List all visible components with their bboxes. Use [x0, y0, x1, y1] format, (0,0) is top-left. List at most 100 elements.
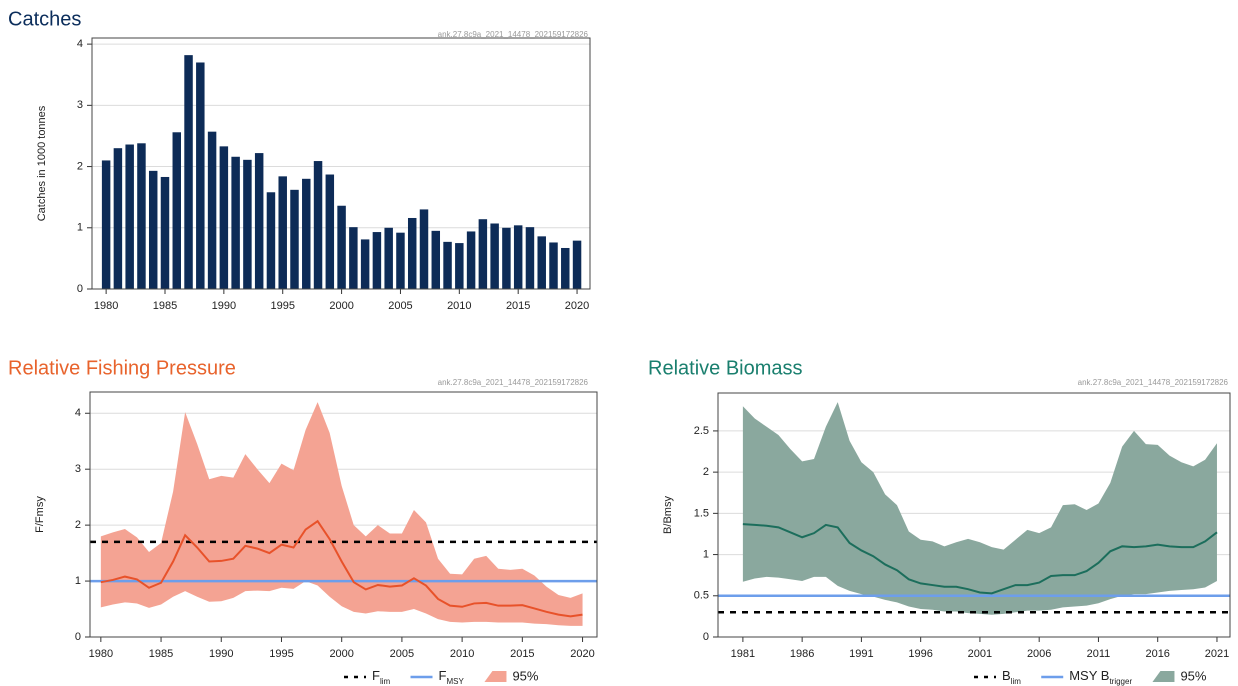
bar — [160, 176, 170, 289]
bar — [349, 227, 358, 289]
legend: Blim MSY Btrigger 95% — [974, 668, 1207, 686]
x-tick-label: 2005 — [390, 648, 414, 660]
legend-label-sub: lim — [380, 677, 391, 686]
plot-frame — [89, 391, 598, 638]
x-tick-label: 2005 — [388, 300, 412, 312]
legend-symbol — [1152, 671, 1175, 682]
x-tick-label: 2020 — [570, 648, 594, 660]
y-tick-label: 4 — [75, 407, 81, 419]
bar — [478, 219, 488, 289]
x-tick-label: 2020 — [565, 300, 589, 312]
y-tick-label: 0.5 — [694, 590, 709, 602]
x-tick-label: 2016 — [1145, 648, 1169, 660]
data-line — [100, 519, 583, 618]
bar — [184, 55, 193, 289]
bar — [407, 217, 417, 289]
y-tick-label: 2 — [77, 160, 83, 172]
chart-panel: Relative Biomass ank.27.8c9a_2021_14478_2… — [648, 357, 1231, 686]
x-tick-label: 1986 — [790, 648, 814, 660]
x-tick-label: 2015 — [510, 648, 534, 660]
x-tick-label: 1991 — [849, 648, 873, 660]
y-tick-label: 1 — [75, 575, 81, 587]
bar — [360, 239, 370, 289]
bar — [266, 192, 276, 289]
plot-frame — [91, 37, 591, 290]
x-tick-label: 2000 — [329, 648, 353, 660]
plot-frame — [717, 392, 1231, 638]
bar — [219, 146, 229, 289]
legend-symbol — [484, 671, 507, 682]
y-axis-label: B/Bmsy — [662, 496, 674, 534]
y-tick-label: 2 — [703, 466, 709, 478]
x-tick-label: 1985 — [153, 300, 177, 312]
bar — [101, 160, 111, 289]
x-tick-label: 2011 — [1087, 648, 1111, 660]
y-tick-label: 1.5 — [694, 507, 709, 519]
bar — [372, 232, 382, 289]
bar — [525, 227, 535, 289]
bar — [502, 227, 511, 289]
x-tick-label: 2015 — [506, 300, 530, 312]
chart-panel: Relative Fishing Pressure ank.27.8c9a_202… — [8, 357, 598, 686]
legend-label-sub: MSY — [446, 677, 464, 686]
x-tick-label: 1980 — [89, 648, 113, 660]
chart-title: Relative Fishing Pressure — [8, 357, 236, 379]
bar — [125, 144, 134, 289]
legend-label-main: F — [439, 668, 447, 683]
x-tick-label: 2000 — [329, 300, 353, 312]
bar — [172, 132, 182, 289]
x-tick-label: 1990 — [212, 300, 236, 312]
y-tick-label: 0 — [77, 283, 83, 295]
legend: Flim FMSY 95% — [344, 668, 539, 686]
bar — [443, 241, 452, 289]
y-axis-label: Catches in 1000 tonnes — [36, 105, 48, 221]
x-tick-label: 2010 — [450, 648, 474, 660]
bar — [396, 232, 405, 289]
x-tick-label: 2021 — [1205, 648, 1229, 660]
chart-panel: Catches ank.27.8c9a_2021_14478_2021591728… — [8, 8, 591, 312]
bar — [431, 230, 441, 289]
x-tick-label: 1996 — [908, 648, 932, 660]
bar — [254, 153, 264, 289]
legend-label-sub: lim — [1011, 677, 1022, 686]
y-tick-label: 2.5 — [694, 425, 709, 437]
bar — [243, 159, 252, 289]
bar — [278, 176, 287, 289]
legend-label: 95% — [512, 668, 538, 683]
bar — [513, 225, 523, 289]
legend-label: Flim — [372, 668, 391, 685]
legend-label-main: F — [372, 668, 380, 683]
chart-title: Relative Biomass — [648, 357, 803, 379]
bar — [302, 178, 311, 289]
bar — [490, 223, 499, 289]
chart-subtitle: ank.27.8c9a_2021_14478_202159172826 — [438, 378, 589, 387]
y-tick-label: 0 — [75, 631, 81, 643]
bar — [148, 170, 158, 289]
chart-subtitle: ank.27.8c9a_2021_14478_202159172826 — [1078, 378, 1229, 387]
x-tick-label: 2001 — [968, 648, 992, 660]
y-tick-label: 4 — [77, 38, 83, 50]
y-tick-label: 3 — [77, 99, 83, 111]
x-tick-label: 1990 — [209, 648, 233, 660]
bar — [207, 131, 217, 289]
bar — [384, 227, 393, 289]
bar — [313, 161, 323, 289]
bar — [466, 231, 476, 289]
x-tick-label: 2010 — [447, 300, 471, 312]
data-line — [742, 523, 1218, 595]
x-tick-label: 1995 — [270, 300, 294, 312]
bar — [549, 242, 558, 289]
bar — [290, 189, 299, 289]
x-tick-label: 1980 — [94, 300, 118, 312]
legend-label: 95% — [1180, 668, 1206, 683]
x-tick-label: 1995 — [269, 648, 293, 660]
bar — [231, 156, 240, 289]
bar — [455, 243, 464, 289]
bar — [325, 174, 335, 289]
legend-label: Blim — [1002, 668, 1021, 685]
y-tick-label: 0 — [703, 631, 709, 643]
x-tick-label: 1985 — [149, 648, 173, 660]
legend-label: MSY Btrigger — [1069, 668, 1132, 685]
bar — [113, 148, 123, 289]
